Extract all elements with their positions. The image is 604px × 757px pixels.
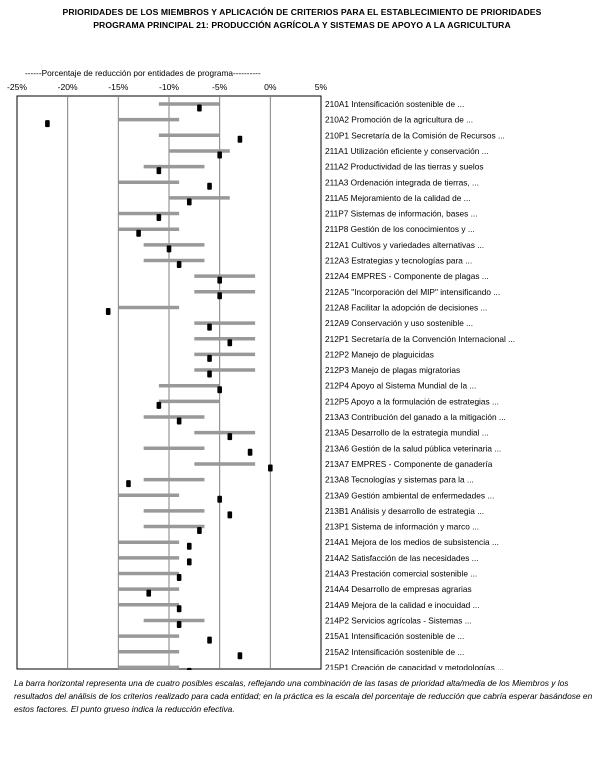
x-tick-label: 0% — [264, 82, 277, 92]
range-dot-chart: -25% -20% -15% -10% -5% 0% 5% 210A1 Intensifica… — [7, 82, 515, 670]
actual-reduction-dot — [176, 261, 182, 268]
row-label: 213B1 Análisis y desarrollo de estrategi… — [325, 506, 484, 516]
row-label: 212A4 EMPRES - Componente de plagas ... — [325, 271, 489, 281]
x-tick-label: -5% — [212, 82, 228, 92]
actual-reduction-dot — [186, 542, 192, 550]
actual-reduction-dot — [176, 574, 182, 581]
actual-reduction-dot — [247, 448, 253, 456]
actual-reduction-dot — [207, 182, 212, 190]
actual-reduction-dot — [105, 307, 111, 315]
actual-reduction-dot — [268, 464, 273, 472]
row-label: 213A8 Tecnologías y sistemas para la ... — [325, 475, 474, 485]
actual-reduction-dot — [237, 652, 243, 660]
row-label: 215P1 Creación de capacidad y metodologí… — [325, 662, 504, 670]
row-label: 212P5 Apoyo a la formulación de estrateg… — [325, 396, 499, 406]
actual-reduction-dot — [217, 495, 222, 503]
actual-reduction-dot — [45, 120, 50, 128]
row-label: 213A9 Gestión ambiental de enfermedades … — [325, 490, 494, 500]
row-label: 214A1 Mejora de los medios de subsistenc… — [325, 537, 499, 547]
actual-reduction-dot — [176, 605, 182, 613]
actual-reduction-dot — [186, 667, 192, 670]
chart-title-line-1: PRIORIDADES DE LOS MIEMBROS Y APLICACIÓN… — [62, 7, 542, 17]
row-label: 211A5 Mejoramiento de la calidad de ... — [325, 193, 471, 203]
actual-reduction-dot — [227, 433, 233, 441]
row-label: 213P1 Sistema de información y marco ... — [325, 522, 479, 532]
x-tick-label: -15% — [108, 82, 128, 92]
actual-reduction-dot — [176, 620, 182, 628]
row-label: 214A9 Mejora de la calidad e inocuidad .… — [325, 600, 480, 610]
row-label: 214P2 Servicios agrícolas - Sistemas ... — [325, 615, 472, 625]
actual-reduction-dot — [176, 417, 182, 425]
chart-title-line-2: PROGRAMA PRINCIPAL 21: PRODUCCIÓN AGRÍCO… — [93, 20, 511, 30]
actual-reduction-dot — [217, 386, 222, 394]
row-label: 210A2 Promoción de la agricultura de ... — [325, 115, 473, 125]
x-axis-label: ------Porcentaje de reducción por entida… — [25, 68, 261, 78]
actual-reduction-dot — [197, 527, 202, 535]
actual-reduction-dot — [186, 198, 192, 206]
actual-reduction-dot — [197, 104, 202, 112]
row-label: 213A6 Gestión de la salud pública veteri… — [325, 443, 501, 453]
x-tick-label: -10% — [159, 82, 179, 92]
row-label: 210A1 Intensificación sostenible de ... — [325, 99, 464, 109]
row-label: 215A2 Intensificación sostenible de ... — [325, 647, 464, 657]
actual-reduction-dot — [166, 245, 172, 253]
row-label: 212A8 Facilitar la adopción de decisione… — [325, 302, 487, 312]
row-label: 211A2 Productividad de las tierras y sue… — [325, 162, 484, 172]
row-label: 213A3 Contribución del ganado a la mitig… — [325, 412, 506, 422]
row-label: 212P1 Secretaría de la Convención Intern… — [325, 334, 515, 344]
row-label: 211P7 Sistemas de información, bases ... — [325, 209, 478, 219]
actual-reduction-dot — [207, 323, 212, 331]
actual-reduction-dot — [186, 558, 192, 566]
x-tick-label: -25% — [7, 82, 27, 92]
row-label: 214A2 Satisfacción de las necesidades ..… — [325, 553, 479, 563]
actual-reduction-dot — [146, 589, 152, 597]
row-label: 212A1 Cultivos y variedades alternativas… — [325, 240, 484, 250]
row-label: 211A1 Utilización eficiente y conservaci… — [325, 146, 489, 156]
row-label: 211P8 Gestión de los conocimientos y ... — [325, 224, 475, 234]
row-label: 212P2 Manejo de plaguicidas — [325, 349, 434, 359]
actual-reduction-dot — [217, 151, 222, 159]
actual-reduction-dot — [217, 292, 222, 300]
row-label: 212A9 Conservación y uso sostenible ... — [325, 318, 473, 328]
actual-reduction-dot — [136, 229, 141, 237]
chart-footnote: La barra horizontal representa una de cu… — [14, 678, 593, 714]
row-label: 215A1 Intensificación sostenible de ... — [325, 631, 464, 641]
row-label: 210P1 Secretaría de la Comisión de Recur… — [325, 130, 505, 140]
actual-reduction-dot — [227, 339, 233, 347]
actual-reduction-dot — [156, 401, 162, 409]
actual-reduction-dot — [227, 511, 233, 519]
actual-reduction-dot — [217, 276, 222, 284]
row-label: 212A5 "Incorporación del MIP" intensific… — [325, 287, 500, 297]
x-tick-label: -20% — [58, 82, 78, 92]
actual-reduction-dot — [207, 370, 212, 378]
actual-reduction-dot — [156, 167, 162, 175]
row-label: 211A3 Ordenación integrada de tierras, .… — [325, 177, 479, 187]
row-label: 212P4 Apoyo al Sistema Mundial de la ... — [325, 381, 476, 391]
row-label: 212A3 Estrategias y tecnologías para ... — [325, 256, 472, 266]
actual-reduction-dot — [156, 214, 162, 222]
actual-reduction-dot — [237, 135, 243, 143]
actual-reduction-dot — [207, 636, 212, 644]
x-tick-label: 5% — [315, 82, 328, 92]
row-label: 213A5 Desarrollo de la estrategia mundia… — [325, 428, 489, 438]
actual-reduction-dot — [207, 354, 212, 362]
row-label: 212P3 Manejo de plagas migratorias — [325, 365, 460, 375]
row-label: 214A4 Desarrollo de empresas agrarias — [325, 584, 472, 594]
row-label: 214A3 Prestación comercial sostenible ..… — [325, 569, 477, 579]
actual-reduction-dot — [126, 480, 131, 488]
row-label: 213A7 EMPRES - Componente de ganadería — [325, 459, 493, 469]
